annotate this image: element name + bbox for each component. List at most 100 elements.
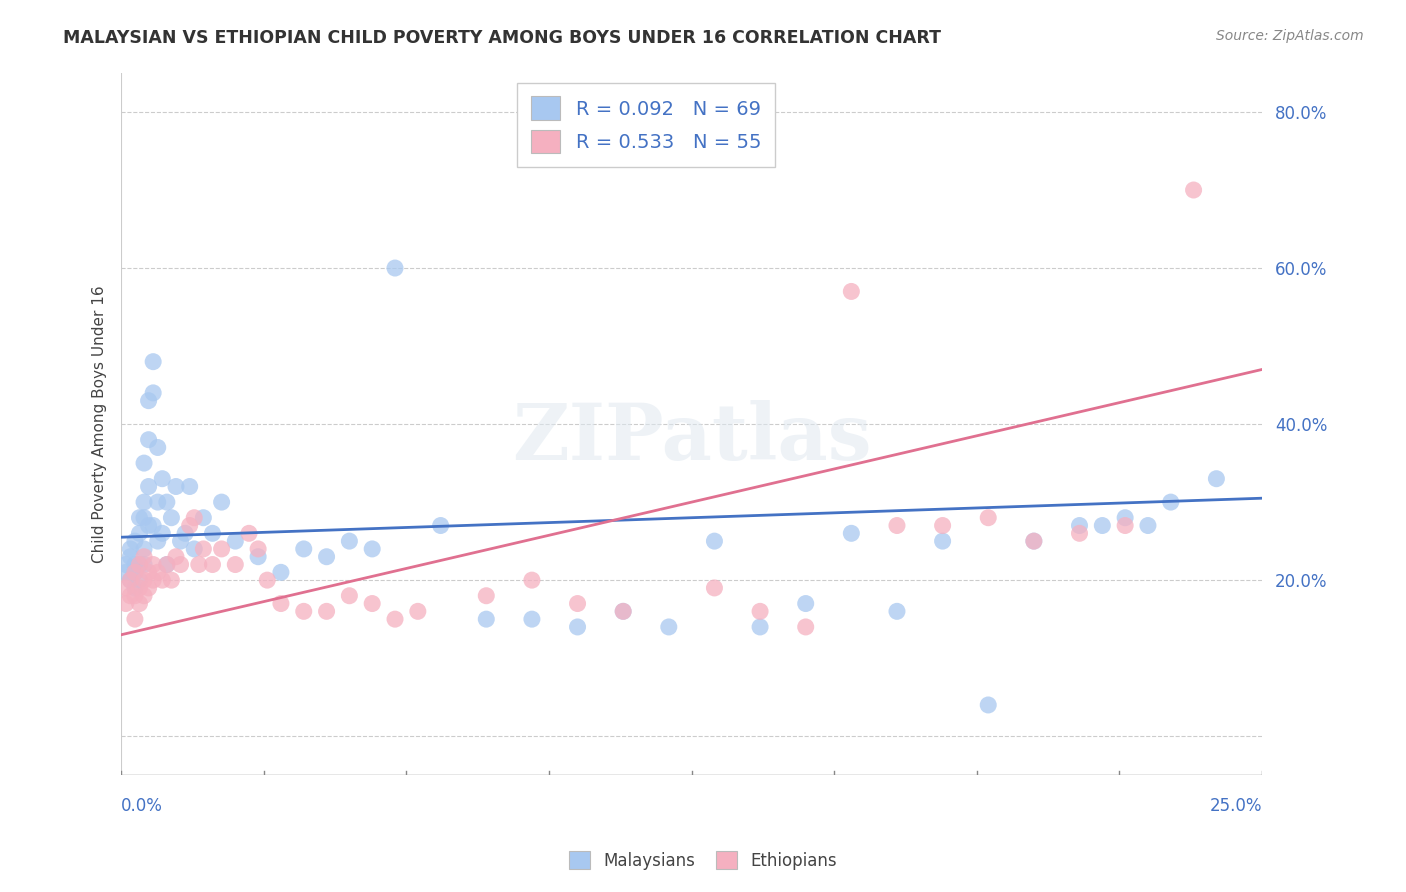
Point	[142, 354, 165, 368]
Point	[201, 526, 224, 541]
Point	[179, 518, 201, 533]
Point	[165, 479, 187, 493]
Point	[160, 573, 183, 587]
Point	[270, 566, 292, 580]
Point	[124, 566, 146, 580]
Point	[138, 518, 160, 533]
Point	[120, 589, 142, 603]
Point	[749, 620, 772, 634]
Point	[520, 612, 543, 626]
Point	[406, 604, 429, 618]
Point	[794, 620, 817, 634]
Point	[977, 698, 1000, 712]
Point	[931, 518, 953, 533]
Text: ZIPatlas: ZIPatlas	[512, 401, 872, 476]
Point	[193, 541, 215, 556]
Point	[224, 534, 246, 549]
Text: 0.0%: 0.0%	[121, 797, 163, 815]
Legend: R = 0.092   N = 69, R = 0.533   N = 55: R = 0.092 N = 69, R = 0.533 N = 55	[517, 83, 775, 167]
Point	[146, 441, 169, 455]
Point	[142, 573, 165, 587]
Point	[160, 510, 183, 524]
Point	[138, 581, 160, 595]
Point	[146, 495, 169, 509]
Point	[128, 573, 150, 587]
Point	[475, 612, 498, 626]
Point	[187, 558, 209, 572]
Point	[132, 573, 155, 587]
Point	[703, 534, 725, 549]
Point	[1160, 495, 1182, 509]
Point	[128, 526, 150, 541]
Point	[132, 456, 155, 470]
Point	[174, 526, 197, 541]
Point	[150, 472, 173, 486]
Point	[794, 597, 817, 611]
Point	[124, 566, 146, 580]
Point	[150, 526, 173, 541]
Point	[361, 541, 384, 556]
Point	[138, 566, 160, 580]
Point	[886, 604, 908, 618]
Point	[337, 589, 360, 603]
Point	[114, 566, 136, 580]
Point	[132, 558, 155, 572]
Point	[120, 549, 142, 564]
Point	[120, 573, 142, 587]
Point	[224, 558, 246, 572]
Point	[128, 510, 150, 524]
Point	[841, 285, 863, 299]
Y-axis label: Child Poverty Among Boys Under 16: Child Poverty Among Boys Under 16	[93, 285, 107, 563]
Point	[1205, 472, 1227, 486]
Point	[124, 612, 146, 626]
Text: 25.0%: 25.0%	[1209, 797, 1263, 815]
Point	[120, 573, 142, 587]
Point	[384, 612, 406, 626]
Point	[114, 597, 136, 611]
Point	[1114, 518, 1136, 533]
Point	[238, 526, 260, 541]
Point	[150, 573, 173, 587]
Point	[247, 541, 270, 556]
Point	[142, 385, 165, 400]
Point	[169, 534, 191, 549]
Point	[138, 433, 160, 447]
Point	[256, 573, 278, 587]
Point	[658, 620, 681, 634]
Point	[201, 558, 224, 572]
Point	[475, 589, 498, 603]
Point	[138, 393, 160, 408]
Point	[315, 549, 337, 564]
Point	[138, 479, 160, 493]
Point	[132, 495, 155, 509]
Point	[247, 549, 270, 564]
Point	[703, 581, 725, 595]
Text: Source: ZipAtlas.com: Source: ZipAtlas.com	[1216, 29, 1364, 43]
Point	[1091, 518, 1114, 533]
Point	[931, 534, 953, 549]
Point	[315, 604, 337, 618]
Point	[114, 581, 136, 595]
Point	[1114, 510, 1136, 524]
Point	[1022, 534, 1045, 549]
Point	[211, 495, 233, 509]
Point	[977, 510, 1000, 524]
Point	[520, 573, 543, 587]
Point	[146, 566, 169, 580]
Point	[165, 549, 187, 564]
Point	[128, 597, 150, 611]
Point	[128, 558, 150, 572]
Point	[1182, 183, 1205, 197]
Point	[384, 260, 406, 275]
Point	[1022, 534, 1045, 549]
Point	[156, 495, 179, 509]
Point	[361, 597, 384, 611]
Point	[193, 510, 215, 524]
Point	[429, 518, 451, 533]
Point	[124, 589, 146, 603]
Point	[124, 581, 146, 595]
Point	[132, 549, 155, 564]
Point	[270, 597, 292, 611]
Point	[156, 558, 179, 572]
Point	[567, 597, 589, 611]
